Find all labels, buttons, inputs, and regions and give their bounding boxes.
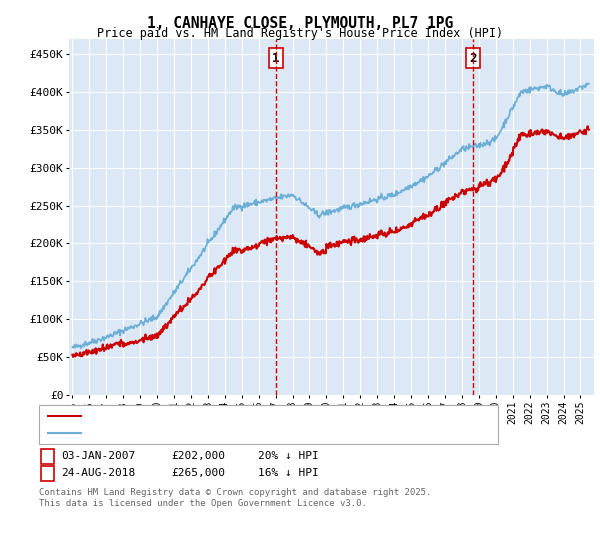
Text: 2: 2 [44, 466, 51, 480]
Text: HPI: Average price, detached house, City of Plymouth: HPI: Average price, detached house, City… [87, 428, 412, 438]
Text: 1, CANHAYE CLOSE, PLYMOUTH, PL7 1PG (detached house): 1, CANHAYE CLOSE, PLYMOUTH, PL7 1PG (det… [87, 411, 412, 421]
Text: 16% ↓ HPI: 16% ↓ HPI [258, 468, 319, 478]
Text: Price paid vs. HM Land Registry's House Price Index (HPI): Price paid vs. HM Land Registry's House … [97, 27, 503, 40]
Text: £265,000: £265,000 [171, 468, 225, 478]
Text: 24-AUG-2018: 24-AUG-2018 [61, 468, 136, 478]
Text: Contains HM Land Registry data © Crown copyright and database right 2025.
This d: Contains HM Land Registry data © Crown c… [39, 488, 431, 508]
Text: 03-JAN-2007: 03-JAN-2007 [61, 451, 136, 461]
Text: 20% ↓ HPI: 20% ↓ HPI [258, 451, 319, 461]
Text: £202,000: £202,000 [171, 451, 225, 461]
Text: 2: 2 [469, 52, 476, 64]
Text: 1: 1 [44, 450, 51, 463]
Text: 1, CANHAYE CLOSE, PLYMOUTH, PL7 1PG: 1, CANHAYE CLOSE, PLYMOUTH, PL7 1PG [147, 16, 453, 31]
Text: 1: 1 [272, 52, 280, 64]
